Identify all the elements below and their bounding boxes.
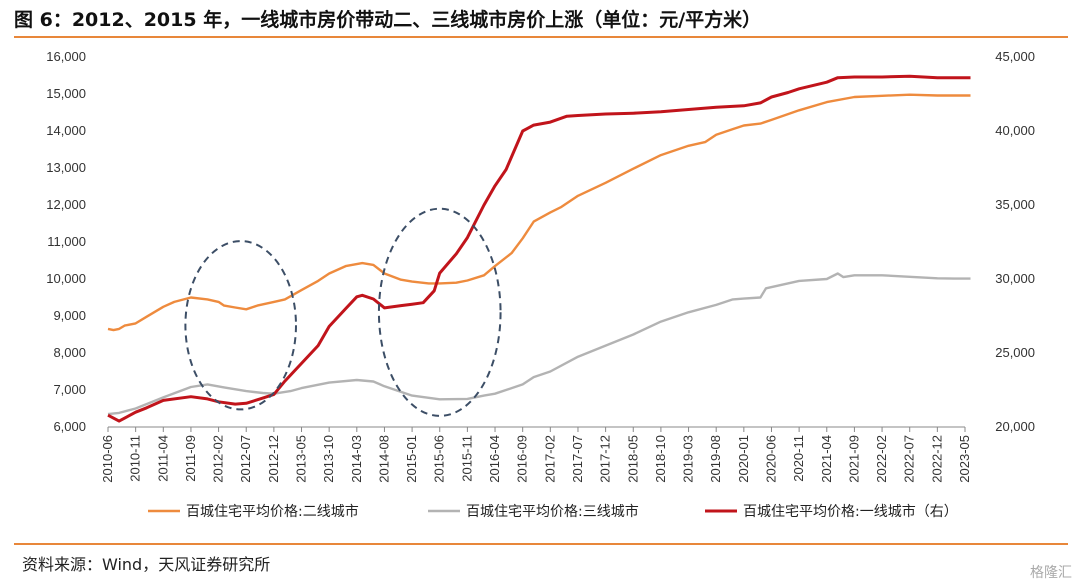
legend-label: 百城住宅平均价格:二线城市 — [186, 503, 359, 520]
title-rule — [14, 36, 1068, 38]
x-tick-label: 2022-12 — [929, 435, 944, 483]
tier3-line — [107, 272, 971, 416]
highlight-ellipse-2 — [377, 207, 502, 417]
x-tick-label: 2015-01 — [404, 435, 419, 483]
right-tick-label: 45,000 — [995, 49, 1035, 64]
right-tick-label: 30,000 — [995, 271, 1035, 286]
legend-label: 百城住宅平均价格:一线城市（右） — [743, 503, 958, 520]
x-tick-label: 2012-07 — [238, 435, 253, 483]
x-tick-label: 2014-03 — [349, 435, 364, 483]
x-tick-label: 2011-09 — [183, 435, 198, 482]
x-tick-label: 2018-10 — [653, 435, 668, 483]
x-tick-label: 2011-04 — [155, 435, 170, 482]
x-tick-label: 2010-06 — [100, 435, 115, 483]
left-tick-label: 9,000 — [53, 308, 86, 323]
left-tick-label: 8,000 — [53, 345, 86, 360]
left-tick-label: 10,000 — [46, 271, 86, 286]
x-tick-label: 2022-02 — [874, 435, 889, 483]
right-tick-label: 25,000 — [995, 345, 1035, 360]
x-tick-label: 2017-07 — [570, 435, 585, 483]
x-tick-label: 2012-12 — [266, 435, 281, 483]
x-tick-label: 2017-12 — [598, 435, 613, 483]
x-tick-label: 2013-10 — [321, 435, 336, 483]
left-tick-label: 6,000 — [53, 419, 86, 434]
x-tick-label: 2012-02 — [211, 435, 226, 483]
right-tick-label: 40,000 — [995, 123, 1035, 138]
chart-title: 图 6：2012、2015 年，一线城市房价带动二、三线城市房价上涨（单位：元/… — [14, 9, 762, 31]
x-tick-label: 2019-08 — [708, 435, 723, 483]
source-note: 资料来源：Wind，天风证券研究所 — [22, 555, 271, 574]
highlight-ellipse-1 — [184, 240, 297, 411]
x-tick-label: 2022-07 — [902, 435, 917, 483]
watermark: 格隆汇 — [1030, 565, 1072, 581]
legend-label: 百城住宅平均价格:三线城市 — [466, 503, 639, 520]
tier2-line — [107, 93, 971, 332]
x-tick-label: 2020-06 — [763, 435, 778, 483]
right-tick-label: 35,000 — [995, 197, 1035, 212]
tier1-line — [107, 74, 971, 423]
x-tick-label: 2014-08 — [376, 435, 391, 483]
left-tick-label: 13,000 — [46, 160, 86, 175]
x-tick-label: 2021-04 — [819, 435, 834, 483]
x-tick-label: 2015-06 — [432, 435, 447, 483]
x-tick-label: 2013-05 — [294, 435, 309, 483]
left-tick-label: 7,000 — [53, 382, 86, 397]
left-tick-label: 14,000 — [46, 123, 86, 138]
x-tick-label: 2015-11 — [459, 435, 474, 482]
left-tick-label: 15,000 — [46, 86, 86, 101]
x-tick-label: 2021-09 — [846, 435, 861, 483]
left-tick-label: 16,000 — [46, 49, 86, 64]
x-tick-label: 2010-11 — [128, 435, 143, 482]
x-tick-label: 2023-05 — [957, 435, 972, 483]
x-tick-label: 2019-03 — [681, 435, 696, 483]
x-tick-label: 2020-11 — [791, 435, 806, 482]
x-tick-label: 2016-09 — [515, 435, 530, 483]
x-tick-label: 2016-04 — [487, 435, 502, 483]
left-tick-label: 12,000 — [46, 197, 86, 212]
right-tick-label: 20,000 — [995, 419, 1035, 434]
x-tick-label: 2020-01 — [736, 435, 751, 483]
left-tick-label: 11,000 — [47, 234, 86, 249]
source-rule — [14, 543, 1068, 545]
x-tick-label: 2017-02 — [542, 435, 557, 483]
x-tick-label: 2018-05 — [625, 435, 640, 483]
